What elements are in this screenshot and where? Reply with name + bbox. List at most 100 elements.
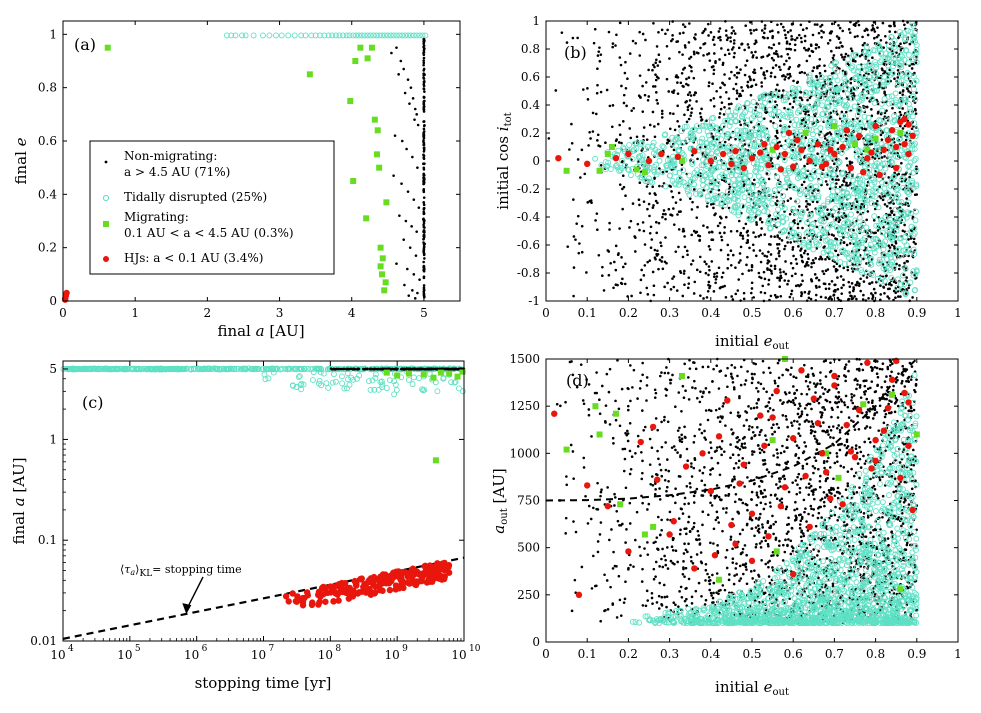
point-non-migrating: [913, 241, 916, 244]
point-non-migrating: [743, 298, 746, 301]
point-non-migrating: [630, 295, 633, 298]
panel-b-ytick-label: 1: [532, 14, 540, 28]
point-hjs: [675, 154, 681, 160]
point-non-migrating: [777, 95, 780, 98]
point-non-migrating: [735, 83, 738, 86]
point-non-migrating: [760, 67, 763, 70]
point-non-migrating: [621, 208, 624, 211]
point-non-migrating: [727, 49, 730, 52]
point-non-migrating: [719, 86, 722, 89]
point-non-migrating: [668, 57, 671, 60]
point-non-migrating: [395, 46, 398, 49]
point-non-migrating: [688, 22, 691, 25]
point-non-migrating: [745, 241, 748, 244]
point-non-migrating: [825, 287, 828, 290]
point-non-migrating: [747, 43, 750, 46]
point-non-migrating: [713, 214, 716, 217]
point-non-migrating: [800, 283, 803, 286]
point-non-migrating: [709, 285, 712, 288]
point-non-migrating: [655, 58, 658, 61]
point-non-migrating: [608, 228, 611, 231]
point-non-migrating: [858, 24, 861, 27]
point-non-migrating: [789, 43, 792, 46]
panel-a-ytick-label: 0.2: [38, 241, 57, 255]
point-non-migrating: [706, 226, 709, 229]
point-non-migrating: [669, 128, 672, 131]
point-non-migrating: [638, 198, 641, 201]
point-non-migrating: [669, 185, 672, 188]
point-non-migrating: [790, 48, 793, 51]
point-non-migrating: [906, 260, 909, 263]
point-non-migrating: [785, 60, 788, 63]
point-non-migrating: [611, 46, 614, 49]
point-non-migrating: [723, 226, 726, 229]
point-non-migrating: [648, 259, 651, 262]
point-non-migrating: [789, 121, 792, 124]
point-non-migrating: [752, 249, 755, 252]
point-non-migrating: [733, 56, 736, 59]
point-non-migrating: [808, 55, 811, 58]
point-non-migrating: [651, 185, 654, 188]
point-non-migrating: [647, 293, 650, 296]
point-non-migrating: [581, 251, 584, 254]
point-non-migrating: [734, 32, 737, 35]
point-non-migrating: [664, 218, 667, 221]
point-non-migrating: [578, 242, 581, 245]
point-non-migrating: [423, 130, 426, 133]
point-non-migrating: [779, 274, 782, 277]
point-non-migrating: [803, 237, 806, 240]
point-non-migrating: [880, 39, 883, 42]
point-non-migrating: [873, 37, 876, 40]
point-non-migrating: [838, 208, 841, 211]
point-non-migrating: [778, 255, 781, 258]
point-non-migrating: [589, 137, 592, 140]
point-non-migrating: [654, 256, 657, 259]
point-non-migrating: [721, 81, 724, 84]
point-migrating: [383, 279, 389, 285]
point-non-migrating: [776, 277, 779, 280]
point-non-migrating: [709, 248, 712, 251]
point-non-migrating: [638, 31, 641, 34]
point-non-migrating: [884, 203, 887, 206]
point-non-migrating: [656, 249, 659, 252]
point-non-migrating: [915, 91, 918, 94]
point-non-migrating: [781, 239, 784, 242]
point-non-migrating: [792, 80, 795, 83]
point-non-migrating: [596, 84, 599, 87]
point-non-migrating: [863, 42, 866, 45]
point-non-migrating: [893, 290, 896, 293]
point-non-migrating: [587, 98, 590, 101]
point-non-migrating: [755, 254, 758, 257]
point-hjs: [893, 165, 899, 171]
point-non-migrating: [737, 289, 740, 292]
point-non-migrating: [739, 68, 742, 71]
point-non-migrating: [819, 238, 822, 241]
point-non-migrating: [806, 203, 809, 206]
point-non-migrating: [832, 57, 835, 60]
point-non-migrating: [730, 103, 733, 106]
point-non-migrating: [730, 32, 733, 35]
point-non-migrating: [796, 262, 799, 265]
point-non-migrating: [723, 73, 726, 76]
point-non-migrating: [904, 173, 907, 176]
point-non-migrating: [620, 64, 623, 67]
point-non-migrating: [759, 249, 762, 252]
panel-a-xtick-label: 2: [204, 306, 212, 320]
point-non-migrating: [423, 90, 426, 93]
point-non-migrating: [694, 92, 697, 95]
point-non-migrating: [418, 206, 421, 209]
point-non-migrating: [866, 97, 869, 100]
point-non-migrating: [807, 48, 810, 51]
point-migrating: [378, 263, 384, 269]
point-non-migrating: [867, 210, 870, 213]
point-non-migrating: [827, 298, 830, 301]
point-non-migrating: [712, 73, 715, 76]
point-non-migrating: [659, 60, 662, 63]
point-non-migrating: [700, 108, 703, 111]
point-non-migrating: [816, 276, 819, 279]
point-non-migrating: [772, 67, 775, 70]
legend-text-non-migrating-1: Non-migrating:: [124, 149, 217, 163]
point-non-migrating: [891, 107, 894, 110]
point-non-migrating: [786, 40, 789, 43]
point-non-migrating: [686, 121, 689, 124]
